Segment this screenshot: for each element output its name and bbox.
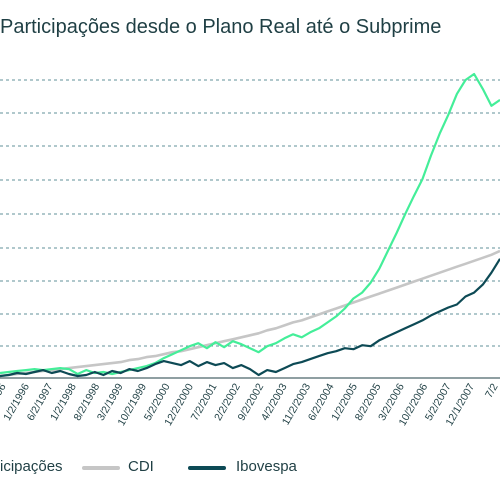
grid-lines: [0, 79, 500, 347]
legend-swatch-ibovespa: [188, 466, 226, 470]
legend-swatch-cdi: [82, 466, 120, 470]
series-line-cdi: [0, 249, 500, 378]
x-tick-label-0: 96: [0, 381, 9, 397]
legend: icipações CDI Ibovespa: [0, 458, 500, 482]
legend-label-cdi: CDI: [128, 458, 154, 475]
x-axis-tick-labels: 961/2/19966/2/19971/2/19988/2/19983/2/19…: [0, 381, 500, 428]
x-tick-label-21: 7/2: [483, 381, 500, 400]
legend-item-ibovespa: Ibovespa: [236, 458, 297, 475]
legend-label-participacoes: icipações: [0, 458, 63, 475]
legend-item-participacoes: icipações: [0, 458, 63, 475]
chart-title: Participações desde o Plano Real até o S…: [0, 16, 442, 38]
series-line-ibovespa: [0, 258, 500, 378]
series-lines: [0, 72, 500, 378]
series-line-icipações: [0, 72, 500, 376]
legend-label-ibovespa: Ibovespa: [236, 458, 297, 475]
legend-item-cdi: CDI: [128, 458, 154, 475]
